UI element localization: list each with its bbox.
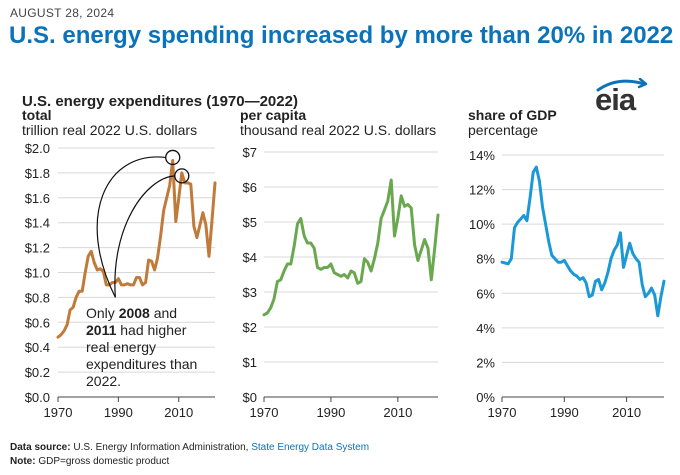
footer-note: Note: GDP=gross domestic product <box>10 456 169 467</box>
y-tick-label: $1.0 <box>25 266 50 281</box>
series-label: total <box>22 107 52 123</box>
series-label: per capita <box>240 107 306 123</box>
y-tick-label: 2% <box>476 355 495 370</box>
source-label: Data source: <box>10 442 71 453</box>
series-line-per-capita <box>262 178 440 317</box>
y-tick-label: $3 <box>243 285 257 300</box>
y-tick-label: $2 <box>243 320 257 335</box>
y-tick-label: $1.6 <box>25 191 50 206</box>
source-link[interactable]: State Energy Data System <box>251 442 370 453</box>
annotation-line-2: 2011 had higher <box>86 322 187 338</box>
x-tick-label: 2010 <box>164 405 193 420</box>
y-tick-label: $0 <box>243 390 257 405</box>
y-tick-label: $5 <box>243 215 257 230</box>
x-tick-label: 1990 <box>104 405 133 420</box>
source-text: U.S. Energy Information Administration, <box>73 442 249 453</box>
x-tick-label: 1970 <box>44 405 73 420</box>
x-tick-label: 1970 <box>250 405 279 420</box>
chart-title: U.S. energy expenditures (1970—2022) <box>22 93 298 110</box>
series-line-total <box>56 159 217 339</box>
annotation-line-5: 2022. <box>86 373 121 389</box>
y-tick-label: $1.8 <box>25 166 50 181</box>
y-tick-label: 10% <box>469 217 495 232</box>
eia-logo-icon: eia <box>590 77 652 118</box>
y-tick-label: $0.2 <box>25 365 50 380</box>
y-tick-label: $1.4 <box>25 216 50 231</box>
y-tick-label: $7 <box>243 145 257 160</box>
y-tick-label: 6% <box>476 286 495 301</box>
series-line-share-of-GDP <box>500 165 666 318</box>
annotation-part: 2008 <box>119 305 150 321</box>
annotation-year-2011: 2011 <box>86 322 117 338</box>
series-label: share of GDP <box>468 107 557 123</box>
y-tick-label: $2.0 <box>25 141 50 156</box>
annotation-leader-2011 <box>114 175 175 298</box>
y-tick-label: 0% <box>476 390 495 405</box>
y-axis-label: thousand real 2022 U.S. dollars <box>240 122 436 138</box>
annotation-part: Only <box>86 305 119 321</box>
y-tick-label: 14% <box>469 148 495 163</box>
y-tick-label: $1 <box>243 355 257 370</box>
annotation-line-3: real energy <box>86 339 156 355</box>
x-tick-label: 2010 <box>383 405 412 420</box>
eia-logo-text: eia <box>595 82 636 117</box>
y-tick-label: 12% <box>469 183 495 198</box>
annotation-line-1: Only 2008 and <box>86 305 177 321</box>
y-tick-label: $6 <box>243 180 257 195</box>
x-tick-label: 1970 <box>488 405 517 420</box>
y-axis-label: percentage <box>468 122 538 138</box>
x-tick-label: 1990 <box>316 405 345 420</box>
note-label: Note: <box>10 456 36 467</box>
headline: U.S. energy spending increased by more t… <box>9 22 674 49</box>
annotation-part: and <box>150 305 177 321</box>
y-tick-label: $0.8 <box>25 290 50 305</box>
y-tick-label: 4% <box>476 321 495 336</box>
date: AUGUST 28, 2024 <box>10 6 115 20</box>
note-text: GDP=gross domestic product <box>38 456 170 467</box>
y-tick-label: $1.2 <box>25 241 50 256</box>
y-tick-label: 8% <box>476 252 495 267</box>
footer-source: Data source: U.S. Energy Information Adm… <box>10 442 369 453</box>
annotation-line-4: expenditures than <box>86 356 197 372</box>
x-tick-label: 1990 <box>550 405 579 420</box>
y-tick-label: $0.4 <box>25 340 50 355</box>
annotation-leader-2008 <box>96 156 166 298</box>
annotation-rest: had higher <box>116 322 186 338</box>
y-tick-label: $0.0 <box>25 390 50 405</box>
y-tick-label: $4 <box>243 250 257 265</box>
x-tick-label: 2010 <box>612 405 641 420</box>
y-tick-label: $0.6 <box>25 315 50 330</box>
y-axis-label: trillion real 2022 U.S. dollars <box>22 122 197 138</box>
